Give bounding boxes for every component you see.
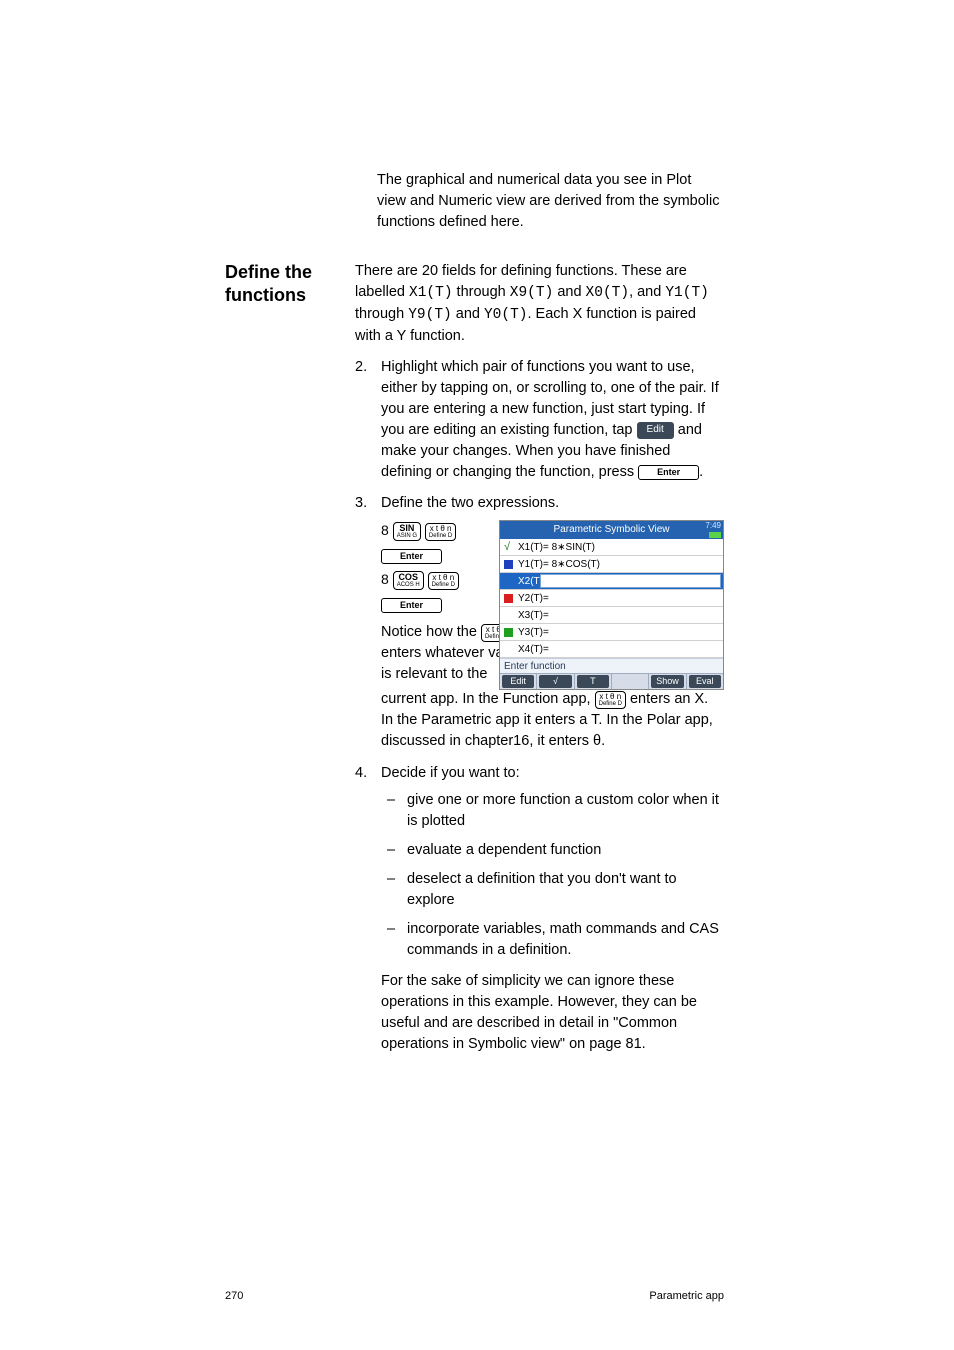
calc-titlebar: Parametric Symbolic View 7:49: [500, 521, 723, 539]
battery-icon: [709, 532, 721, 538]
step4-bullet-3: deselect a definition that you don't wan…: [381, 869, 724, 911]
intro-paragraph: The graphical and numerical data you see…: [377, 170, 724, 233]
calc-row: Y2(T)=: [500, 590, 723, 607]
calc-row-label: Y1(T)= 8∗COS(T): [518, 559, 600, 570]
calculator-screenshot: Parametric Symbolic View 7:49 √ X1(T)= 8∗…: [499, 520, 724, 690]
calc-row: Y3(T)=: [500, 624, 723, 641]
step-4-intro: Decide if you want to:: [381, 765, 520, 781]
p1-mid2: and: [553, 284, 585, 300]
code-y0t: Y0(T): [484, 307, 528, 323]
step-4: 4. Decide if you want to: give one or mo…: [355, 763, 724, 1055]
step-4-marker: 4.: [355, 763, 367, 784]
calc-softkey-slot: √: [537, 674, 574, 689]
para-fields: There are 20 fields for defining functio…: [355, 261, 724, 347]
calc-row: Y1(T)= 8∗COS(T): [500, 556, 723, 573]
code-x9t: X9(T): [510, 285, 554, 301]
notice-a: Notice how the: [381, 624, 481, 640]
key-var-1: x t θ nDefine D: [425, 523, 456, 541]
check-icon: √: [504, 539, 510, 556]
calc-title: Parametric Symbolic View: [554, 524, 670, 535]
calc-row-label: Y3(T)=: [518, 627, 549, 638]
step4-bullet-4: incorporate variables, math commands and…: [381, 919, 724, 961]
step-3: 3. Define the two expressions. 8 SINASIN…: [355, 493, 724, 752]
calc-time: 7:49: [705, 521, 721, 531]
code-x0t: X0(T): [586, 285, 630, 301]
calc-row-label: X4(T)=: [518, 644, 549, 655]
calc-softkey-slot: Edit: [500, 674, 537, 689]
theta: θ: [593, 733, 601, 749]
calc-row: √ X1(T)= 8∗SIN(T): [500, 539, 723, 556]
key-enter-1: Enter: [381, 549, 442, 564]
p1-mid1: through: [453, 284, 510, 300]
color-swatch: [504, 560, 513, 569]
key-var-inline-2: x t θ nDefine D: [595, 691, 626, 709]
page-number: 270: [225, 1289, 243, 1305]
notice-cont: current app. In the Function app,: [381, 691, 595, 707]
calc-softkey: Show: [651, 675, 683, 688]
step-2-marker: 2.: [355, 357, 367, 378]
calc-input-box: [540, 574, 721, 588]
key-var-2: x t θ nDefine D: [428, 572, 459, 590]
calc-row: X2(T)=: [500, 573, 723, 590]
expr1-prefix: 8: [381, 522, 389, 538]
calc-row: X3(T)=: [500, 607, 723, 624]
calc-softkey-slot: Show: [649, 674, 686, 689]
key-sin: SINASIN G: [393, 522, 421, 541]
step-2: 2. Highlight which pair of functions you…: [355, 357, 724, 483]
key-enter-inline: Enter: [638, 465, 699, 480]
step4-bullet-1: give one or more function a custom color…: [381, 790, 724, 832]
section-heading: Define the functions: [225, 261, 355, 306]
calc-row-label: X1(T)= 8∗SIN(T): [518, 542, 595, 553]
step-3-marker: 3.: [355, 493, 367, 514]
calc-softkey-bar: Edit √ T Show Eval: [500, 673, 723, 689]
key-cos: COSACOS H: [393, 571, 424, 590]
step-2c: .: [699, 464, 703, 480]
period-1: .: [601, 733, 605, 749]
calc-row: X4(T)=: [500, 641, 723, 658]
calc-softkey-slot: T: [575, 674, 612, 689]
calc-softkey-slot: [612, 674, 649, 689]
p1-mid3: , and: [629, 284, 665, 300]
step-3-intro: Define the two expressions.: [381, 495, 559, 511]
expr2-prefix: 8: [381, 571, 389, 587]
key-enter-2: Enter: [381, 598, 442, 613]
calc-softkey-slot: Eval: [687, 674, 723, 689]
calc-status: Enter function: [500, 658, 723, 673]
step3-notice-part2: current app. In the Function app, x t θ …: [381, 689, 724, 752]
softkey-edit: Edit: [637, 422, 674, 439]
calc-softkey: T: [577, 675, 609, 688]
calc-softkey: Edit: [502, 675, 534, 688]
calc-row-label: X3(T)=: [518, 610, 549, 621]
page-footer: 270 Parametric app: [225, 1289, 724, 1305]
color-swatch: [504, 628, 513, 637]
p1-mid4: through: [355, 306, 408, 322]
p1-mid5: and: [452, 306, 484, 322]
closing-paragraph: For the sake of simplicity we can ignore…: [381, 971, 724, 1055]
footer-title: Parametric app: [649, 1289, 724, 1305]
code-y1t: Y1(T): [665, 285, 709, 301]
calc-softkey: Eval: [689, 675, 721, 688]
code-y9t: Y9(T): [408, 307, 452, 323]
code-x1t: X1(T): [409, 285, 453, 301]
color-swatch: [504, 594, 513, 603]
calc-softkey: √: [539, 675, 571, 688]
step4-bullet-2: evaluate a dependent function: [381, 840, 724, 861]
calc-row-label: Y2(T)=: [518, 593, 549, 604]
